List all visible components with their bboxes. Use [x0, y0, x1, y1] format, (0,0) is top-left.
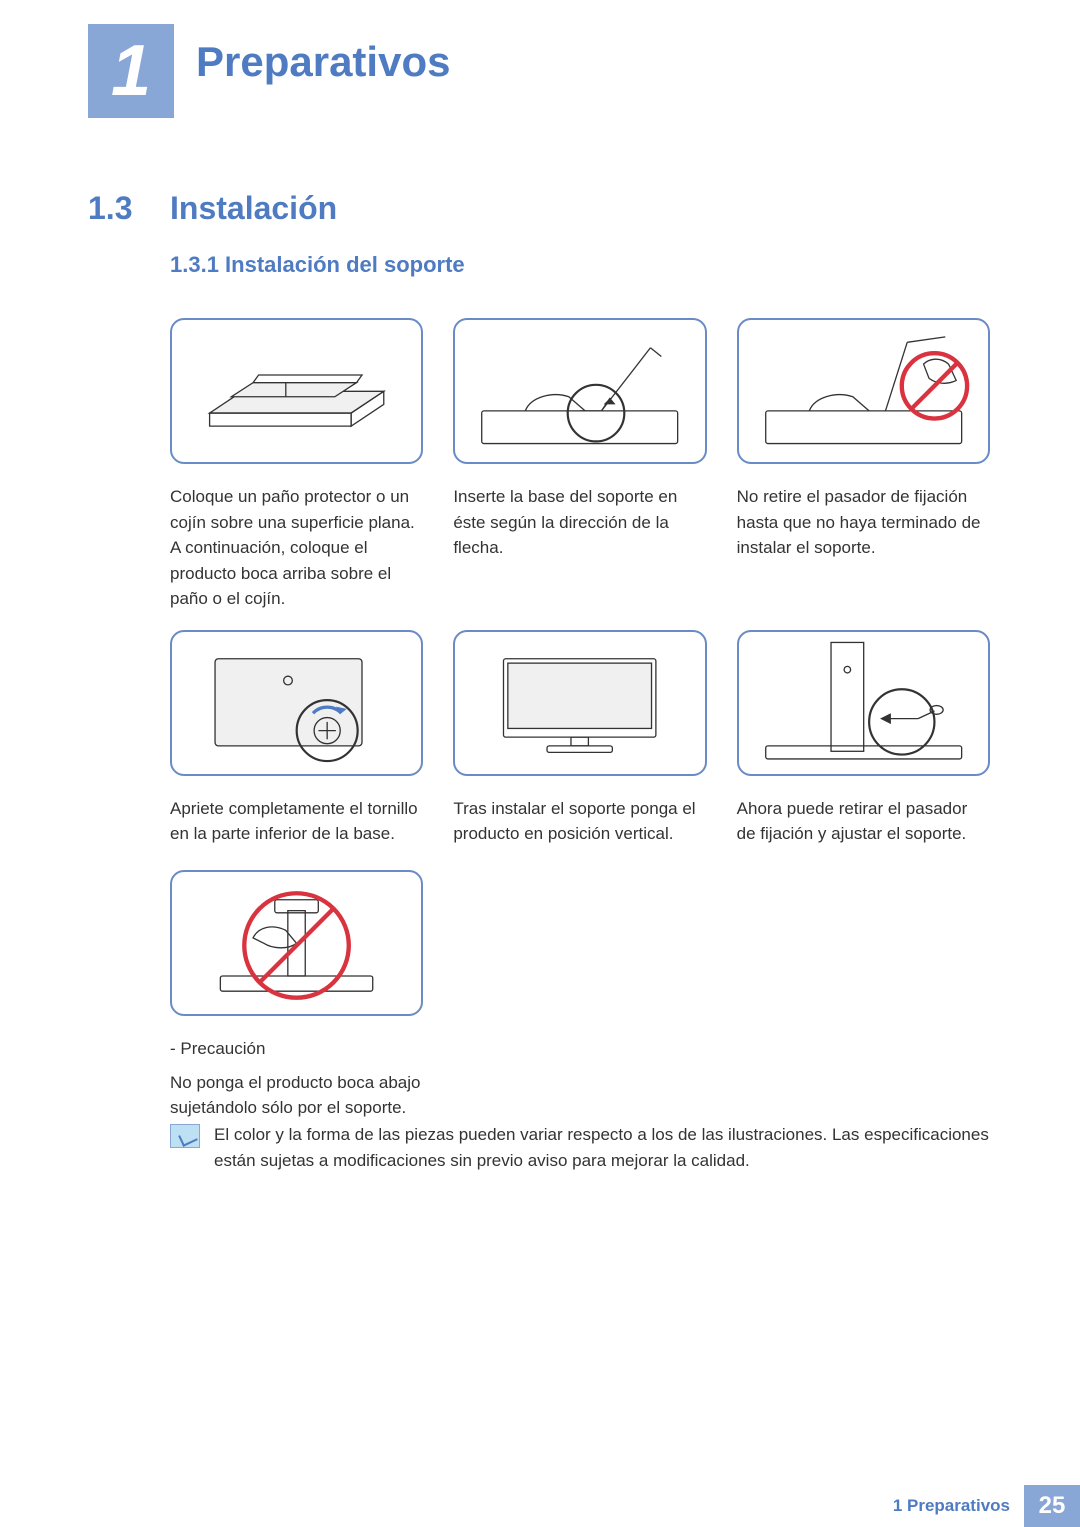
- footer-page-number: 25: [1024, 1485, 1080, 1527]
- chapter-badge: 1: [88, 24, 174, 118]
- caution-label: - Precaución: [170, 1036, 423, 1062]
- step-5: Tras instalar el soporte ponga el produc…: [453, 630, 706, 847]
- step-6-figure: [737, 630, 990, 776]
- step-2-figure: [453, 318, 706, 464]
- page-footer: 1 Preparativos 25: [879, 1485, 1080, 1527]
- step-2: Inserte la base del soporte en éste segú…: [453, 318, 706, 612]
- steps-grid: Coloque un paño protector o un cojín sob…: [170, 318, 990, 847]
- step-2-caption: Inserte la base del soporte en éste segú…: [453, 484, 706, 561]
- step-4-caption: Apriete completamente el tornillo en la …: [170, 796, 423, 847]
- note-text: El color y la forma de las piezas pueden…: [214, 1122, 990, 1175]
- step-1-caption: Coloque un paño protector o un cojín sob…: [170, 484, 423, 612]
- footer-chapter-label: 1 Preparativos: [879, 1485, 1024, 1527]
- note-row: El color y la forma de las piezas pueden…: [170, 1122, 990, 1175]
- chapter-number: 1: [111, 35, 151, 107]
- step-6-caption: Ahora puede retirar el pasador de fijaci…: [737, 796, 990, 847]
- note-icon: [170, 1124, 200, 1148]
- chapter-title: Preparativos: [196, 38, 450, 86]
- document-page: 1 Preparativos 1.3 Instalación 1.3.1 Ins…: [0, 0, 1080, 1527]
- step-3-caption: No retire el pasador de fijación hasta q…: [737, 484, 990, 561]
- section-number: 1.3: [88, 190, 132, 227]
- step-1-figure: [170, 318, 423, 464]
- caution-figure: [170, 870, 423, 1016]
- step-1: Coloque un paño protector o un cojín sob…: [170, 318, 423, 612]
- section-title: Instalación: [170, 190, 337, 227]
- caution-block: - Precaución No ponga el producto boca a…: [170, 870, 423, 1121]
- page-header: 1 Preparativos: [0, 0, 1080, 110]
- caution-text: No ponga el producto boca abajo sujetánd…: [170, 1070, 423, 1121]
- step-5-caption: Tras instalar el soporte ponga el produc…: [453, 796, 706, 847]
- step-3-figure: [737, 318, 990, 464]
- subsection-heading: 1.3.1 Instalación del soporte: [170, 252, 465, 278]
- step-6: Ahora puede retirar el pasador de fijaci…: [737, 630, 990, 847]
- step-3: No retire el pasador de fijación hasta q…: [737, 318, 990, 612]
- step-4-figure: [170, 630, 423, 776]
- step-4: Apriete completamente el tornillo en la …: [170, 630, 423, 847]
- step-5-figure: [453, 630, 706, 776]
